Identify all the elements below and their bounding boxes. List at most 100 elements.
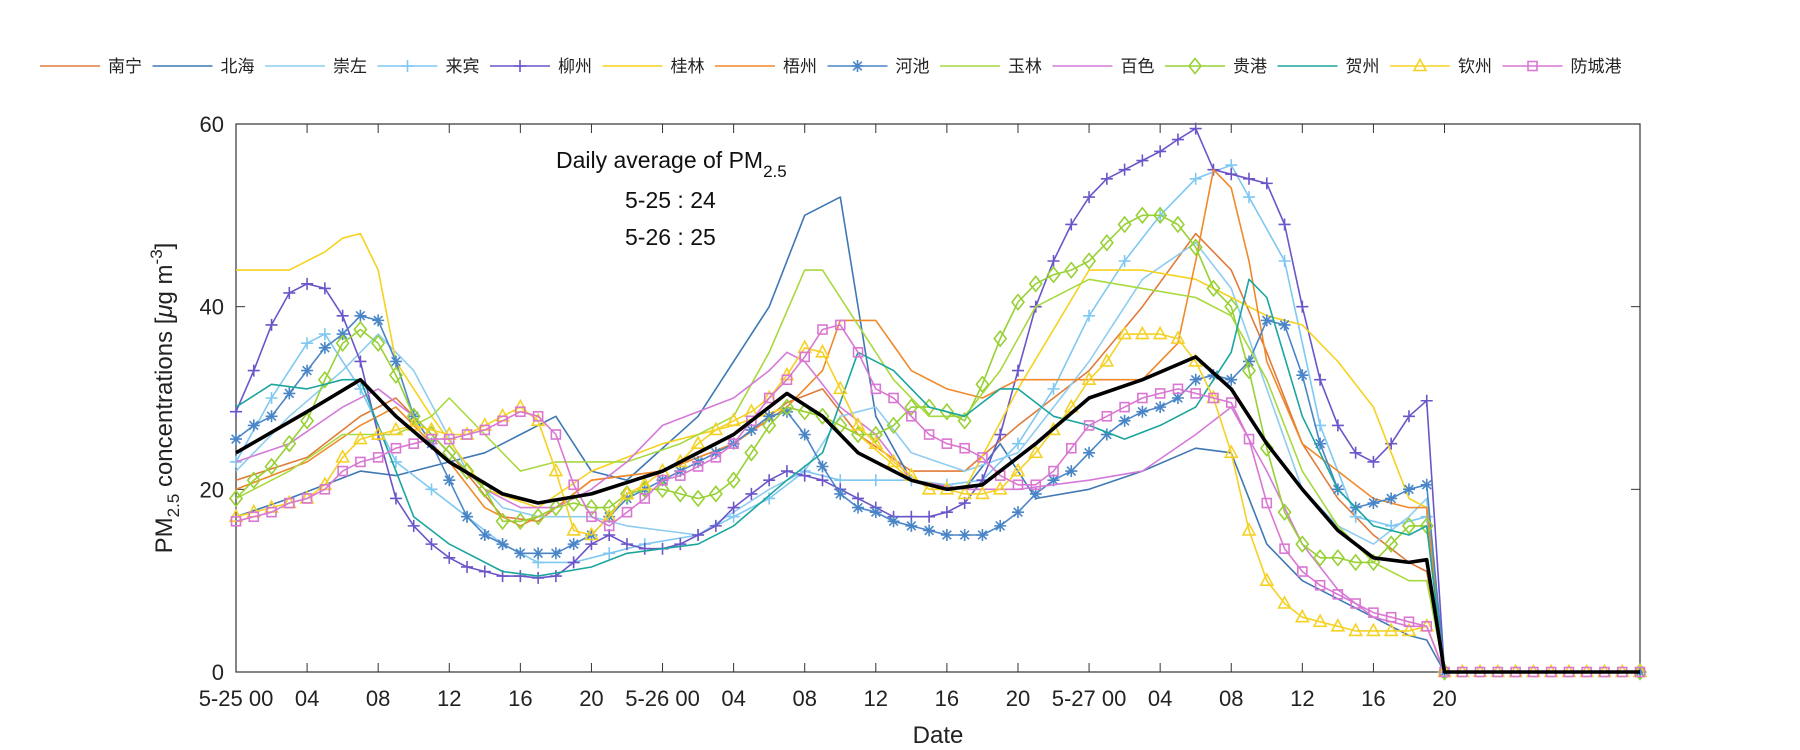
marker-triangle — [1330, 618, 1346, 632]
marker-square — [1190, 388, 1201, 399]
marker-plus — [709, 519, 722, 532]
marker-square — [1208, 392, 1219, 404]
marker-plus — [780, 465, 793, 478]
marker-square — [1403, 616, 1415, 628]
marker-diamond — [531, 507, 546, 526]
marker-diamond — [228, 489, 244, 508]
marker-diamond — [584, 498, 599, 517]
series-line — [235, 324, 1640, 673]
x-tick-label: 04 — [295, 686, 319, 711]
marker-plus — [745, 487, 758, 500]
x-tick-label: 04 — [721, 686, 745, 711]
marker-square — [906, 410, 917, 422]
marker-square — [1279, 543, 1290, 555]
marker-diamond — [1046, 265, 1061, 284]
marker-plus — [1243, 172, 1256, 185]
marker-plus — [816, 474, 829, 487]
marker-diamond — [1295, 535, 1310, 553]
marker-diamond — [1313, 549, 1328, 567]
marker-diamond — [1241, 361, 1257, 380]
marker-triangle — [1366, 622, 1381, 637]
marker-star — [905, 519, 918, 532]
marker-star — [940, 529, 953, 541]
legend-item: 来宾 — [377, 57, 480, 77]
legend-item: 百色 — [1052, 57, 1155, 77]
marker-plus — [301, 337, 314, 350]
marker-triangle — [1099, 353, 1115, 367]
series-line — [235, 355, 1640, 674]
marker-triangle — [1170, 330, 1186, 344]
marker-triangle — [619, 485, 635, 500]
marker-star — [1367, 497, 1380, 510]
marker-square — [301, 493, 313, 504]
marker-star — [1136, 405, 1149, 418]
marker-plus — [514, 60, 526, 72]
marker-star — [1029, 487, 1042, 500]
marker-star — [1420, 478, 1433, 491]
marker-square — [568, 479, 579, 491]
y-axis-title: PM2.5 concentrations [μg m-3] — [147, 243, 183, 554]
marker-square — [923, 429, 935, 440]
marker-square — [1314, 579, 1326, 591]
marker-diamond — [886, 416, 901, 435]
marker-star — [372, 314, 385, 327]
marker-star — [1171, 392, 1184, 404]
marker-star — [532, 547, 545, 560]
legend-label: 桂林 — [671, 57, 705, 77]
marker-triangle — [1312, 613, 1328, 628]
marker-square — [1083, 420, 1095, 431]
marker-plus — [1047, 382, 1060, 395]
legend-label: 钦州 — [1458, 57, 1492, 77]
marker-plus — [407, 519, 420, 532]
marker-triangle — [548, 462, 564, 477]
marker-square — [1225, 397, 1237, 408]
marker-diamond — [1348, 553, 1363, 572]
legend-item: 梧州 — [715, 57, 817, 77]
marker-star — [976, 529, 989, 541]
marker-diamond — [1187, 57, 1203, 75]
marker-star — [1278, 318, 1291, 331]
legend-label: 北海 — [221, 57, 255, 77]
marker-square — [941, 438, 953, 449]
marker-square — [1297, 566, 1308, 577]
marker-square — [870, 383, 882, 395]
marker-plus — [354, 355, 367, 368]
legend-item: 玉林 — [940, 57, 1042, 77]
marker-plus — [318, 328, 331, 341]
marker-triangle — [1081, 371, 1097, 386]
marker-plus — [1118, 255, 1131, 267]
marker-star — [852, 501, 865, 514]
x-tick-label: 08 — [366, 686, 390, 711]
marker-diamond — [655, 480, 670, 499]
x-axis-title: Date — [913, 722, 964, 749]
marker-star — [1260, 314, 1273, 327]
marker-diamond — [495, 512, 510, 531]
marker-plus — [1367, 455, 1380, 468]
marker-square — [1101, 410, 1113, 422]
legend-label: 防城港 — [1571, 57, 1622, 77]
x-tick-label: 16 — [508, 686, 532, 711]
marker-star — [851, 60, 864, 72]
series-average — [235, 355, 1640, 674]
marker-square — [1350, 598, 1361, 609]
marker-square — [621, 506, 633, 518]
marker-triangle — [1412, 57, 1428, 72]
series-来宾 — [230, 159, 1646, 678]
x-tick-label: 08 — [1219, 686, 1243, 711]
marker-square — [248, 511, 260, 523]
legend-label: 贺州 — [1346, 57, 1380, 77]
marker-plus — [638, 542, 651, 555]
marker-plus — [1100, 172, 1113, 185]
marker-diamond — [957, 412, 972, 430]
series-line — [235, 241, 1640, 673]
marker-star — [763, 410, 776, 423]
marker-triangle — [690, 435, 706, 449]
marker-diamond — [851, 425, 866, 444]
marker-star — [1225, 373, 1238, 386]
x-tick-label: 16 — [935, 686, 959, 711]
marker-diamond — [1082, 252, 1097, 270]
marker-square — [390, 442, 402, 454]
x-tick-label: 20 — [1432, 686, 1456, 711]
marker-diamond — [282, 434, 297, 453]
marker-plus — [1011, 437, 1024, 450]
